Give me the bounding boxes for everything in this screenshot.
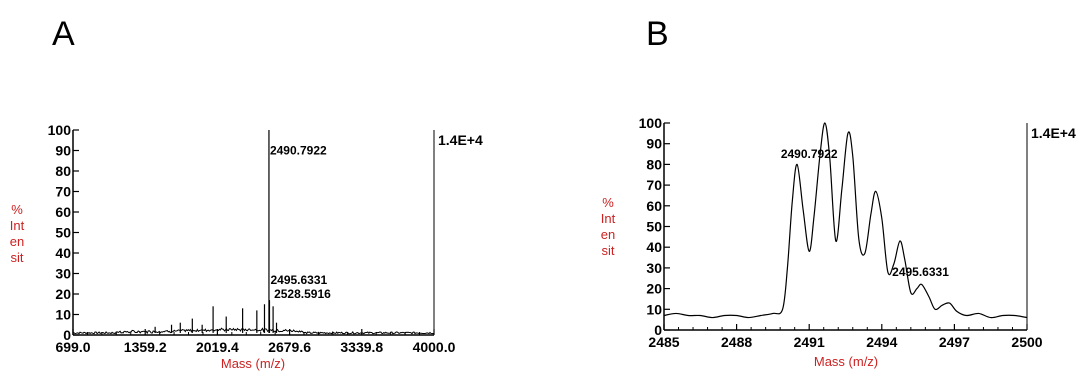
y-tick-label: 70 bbox=[646, 177, 662, 193]
y-tick-label: 20 bbox=[55, 286, 71, 302]
y-axis-label-line: en bbox=[10, 234, 24, 249]
y-axis-label-line: % bbox=[602, 195, 614, 210]
peak-label: 2490.7922 bbox=[781, 147, 838, 161]
y-ticks-a: 0 10 20 30 40 50 60 70 80 90 100 bbox=[48, 122, 79, 343]
y-tick-label: 20 bbox=[646, 281, 662, 297]
intensity-scale-b: 1.4E+4 bbox=[1031, 125, 1076, 141]
y-tick-label: 70 bbox=[55, 184, 71, 200]
x-tick-label: 2488 bbox=[721, 334, 752, 350]
y-axis-label-line: sit bbox=[602, 243, 615, 258]
y-axis-label-line: % bbox=[11, 202, 23, 217]
spectrum-line bbox=[663, 122, 1028, 319]
peak-label: 2528.5916 bbox=[274, 287, 331, 301]
y-tick-label: 100 bbox=[48, 122, 72, 138]
y-tick-label: 90 bbox=[55, 143, 71, 159]
peak-label: 2495.6331 bbox=[892, 265, 949, 279]
intensity-scale-a: 1.4E+4 bbox=[438, 132, 483, 148]
y-tick-label: 40 bbox=[55, 245, 71, 261]
chart-panel-b: B 0 10 20 30 40 50 60 70 80 90 100 2485 2488 2491 249… bbox=[601, 15, 1076, 369]
y-tick-label: 10 bbox=[646, 301, 662, 317]
y-tick-label: 30 bbox=[646, 260, 662, 276]
x-tick-label: 2491 bbox=[794, 334, 825, 350]
x-tick-label: 4000.0 bbox=[413, 339, 456, 355]
x-tick-label: 2485 bbox=[648, 334, 679, 350]
x-tick-label: 2019.4 bbox=[196, 339, 239, 355]
peak-label: 2490.7922 bbox=[270, 144, 327, 158]
y-ticks-b: 0 10 20 30 40 50 60 70 80 90 100 bbox=[639, 115, 670, 338]
x-tick-label: 2500 bbox=[1011, 334, 1042, 350]
spectrum-baseline bbox=[72, 327, 435, 335]
x-axis-label-a: Mass (m/z) bbox=[221, 356, 285, 371]
y-tick-label: 0 bbox=[63, 327, 71, 343]
x-tick-label: 1359.2 bbox=[124, 339, 167, 355]
y-tick-label: 50 bbox=[646, 219, 662, 235]
peak-labels-b: 2490.7922 2495.6331 bbox=[781, 147, 949, 279]
peak-label: 2495.6331 bbox=[270, 273, 327, 287]
x-tick-label: 2497 bbox=[939, 334, 970, 350]
y-tick-label: 60 bbox=[55, 204, 71, 220]
spectrum-b bbox=[663, 122, 1028, 319]
y-tick-label: 10 bbox=[55, 307, 71, 323]
spectrum-a bbox=[72, 130, 435, 335]
y-axis-label-line: en bbox=[601, 227, 615, 242]
y-axis-label-line: Int bbox=[10, 218, 25, 233]
x-ticks-b: 2485 2488 2491 2494 2497 2500 bbox=[648, 324, 1043, 350]
y-tick-label: 90 bbox=[646, 136, 662, 152]
y-tick-label: 40 bbox=[646, 239, 662, 255]
panel-label-b: B bbox=[646, 15, 669, 53]
y-tick-label: 80 bbox=[646, 156, 662, 172]
x-tick-label: 2679.6 bbox=[268, 339, 311, 355]
panel-label-a: A bbox=[52, 15, 75, 53]
y-tick-label: 80 bbox=[55, 163, 71, 179]
y-axis-label-line: Int bbox=[601, 211, 616, 226]
x-axis-label-b: Mass (m/z) bbox=[814, 354, 878, 369]
x-tick-label: 699.0 bbox=[55, 339, 90, 355]
y-axis-label-line: sit bbox=[11, 250, 24, 265]
y-tick-label: 0 bbox=[654, 322, 662, 338]
y-tick-label: 100 bbox=[639, 115, 663, 131]
y-tick-label: 30 bbox=[55, 266, 71, 282]
x-ticks-a: 699.0 1359.2 2019.4 2679.6 3339.8 4000.0 bbox=[55, 329, 456, 355]
chart-panel-a: A 0 10 20 30 40 50 60 70 80 90 100 699.0 1359.2 2019… bbox=[10, 15, 483, 371]
y-tick-label: 50 bbox=[55, 225, 71, 241]
x-tick-label: 2494 bbox=[866, 334, 897, 350]
x-tick-label: 3339.8 bbox=[340, 339, 383, 355]
y-tick-label: 60 bbox=[646, 198, 662, 214]
